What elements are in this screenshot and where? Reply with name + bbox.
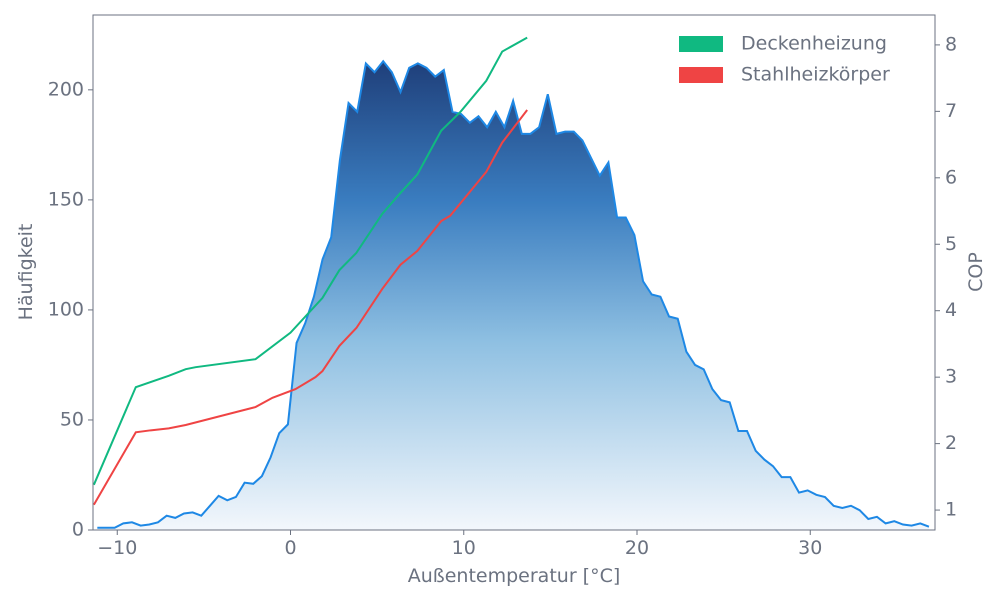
cop-line [93,36,528,486]
x-tick-label: 30 [798,537,822,559]
cop-line [93,109,528,506]
y2-tick-label: 1 [945,499,957,521]
y-tick-label: 150 [48,188,84,210]
legend-swatch [679,36,723,52]
y2-tick-label: 3 [945,366,957,388]
y2-tick-label: 7 [945,100,957,122]
x-tick-label: 10 [452,537,476,559]
y2-tick-label: 8 [945,33,957,55]
y-tick-label: 100 [48,298,84,320]
y2-tick-label: 4 [945,299,957,321]
x-tick-label: 0 [284,537,296,559]
axes-frame [92,14,936,531]
y2-tick-label: 6 [945,166,957,188]
x-tick-label: −10 [97,537,137,559]
legend-label: Stahlheizkörper [741,64,890,86]
area-fill [97,61,929,530]
legend-label: Deckenheizung [741,33,887,55]
y2-tick-label: 2 [945,432,957,454]
y-tick-label: 0 [72,519,84,541]
legend-swatch [679,67,723,83]
x-axis-label: Außentemperatur [°C] [408,565,621,587]
y2-tick-label: 5 [945,233,957,255]
y-tick-label: 50 [60,408,84,430]
y-axis-label: Häufigkeit [15,224,37,321]
x-tick-label: 20 [625,537,649,559]
plot-area [93,36,930,530]
area-line [97,59,930,529]
y2-axis-label: COP [965,252,987,292]
y-tick-label: 200 [48,78,84,100]
